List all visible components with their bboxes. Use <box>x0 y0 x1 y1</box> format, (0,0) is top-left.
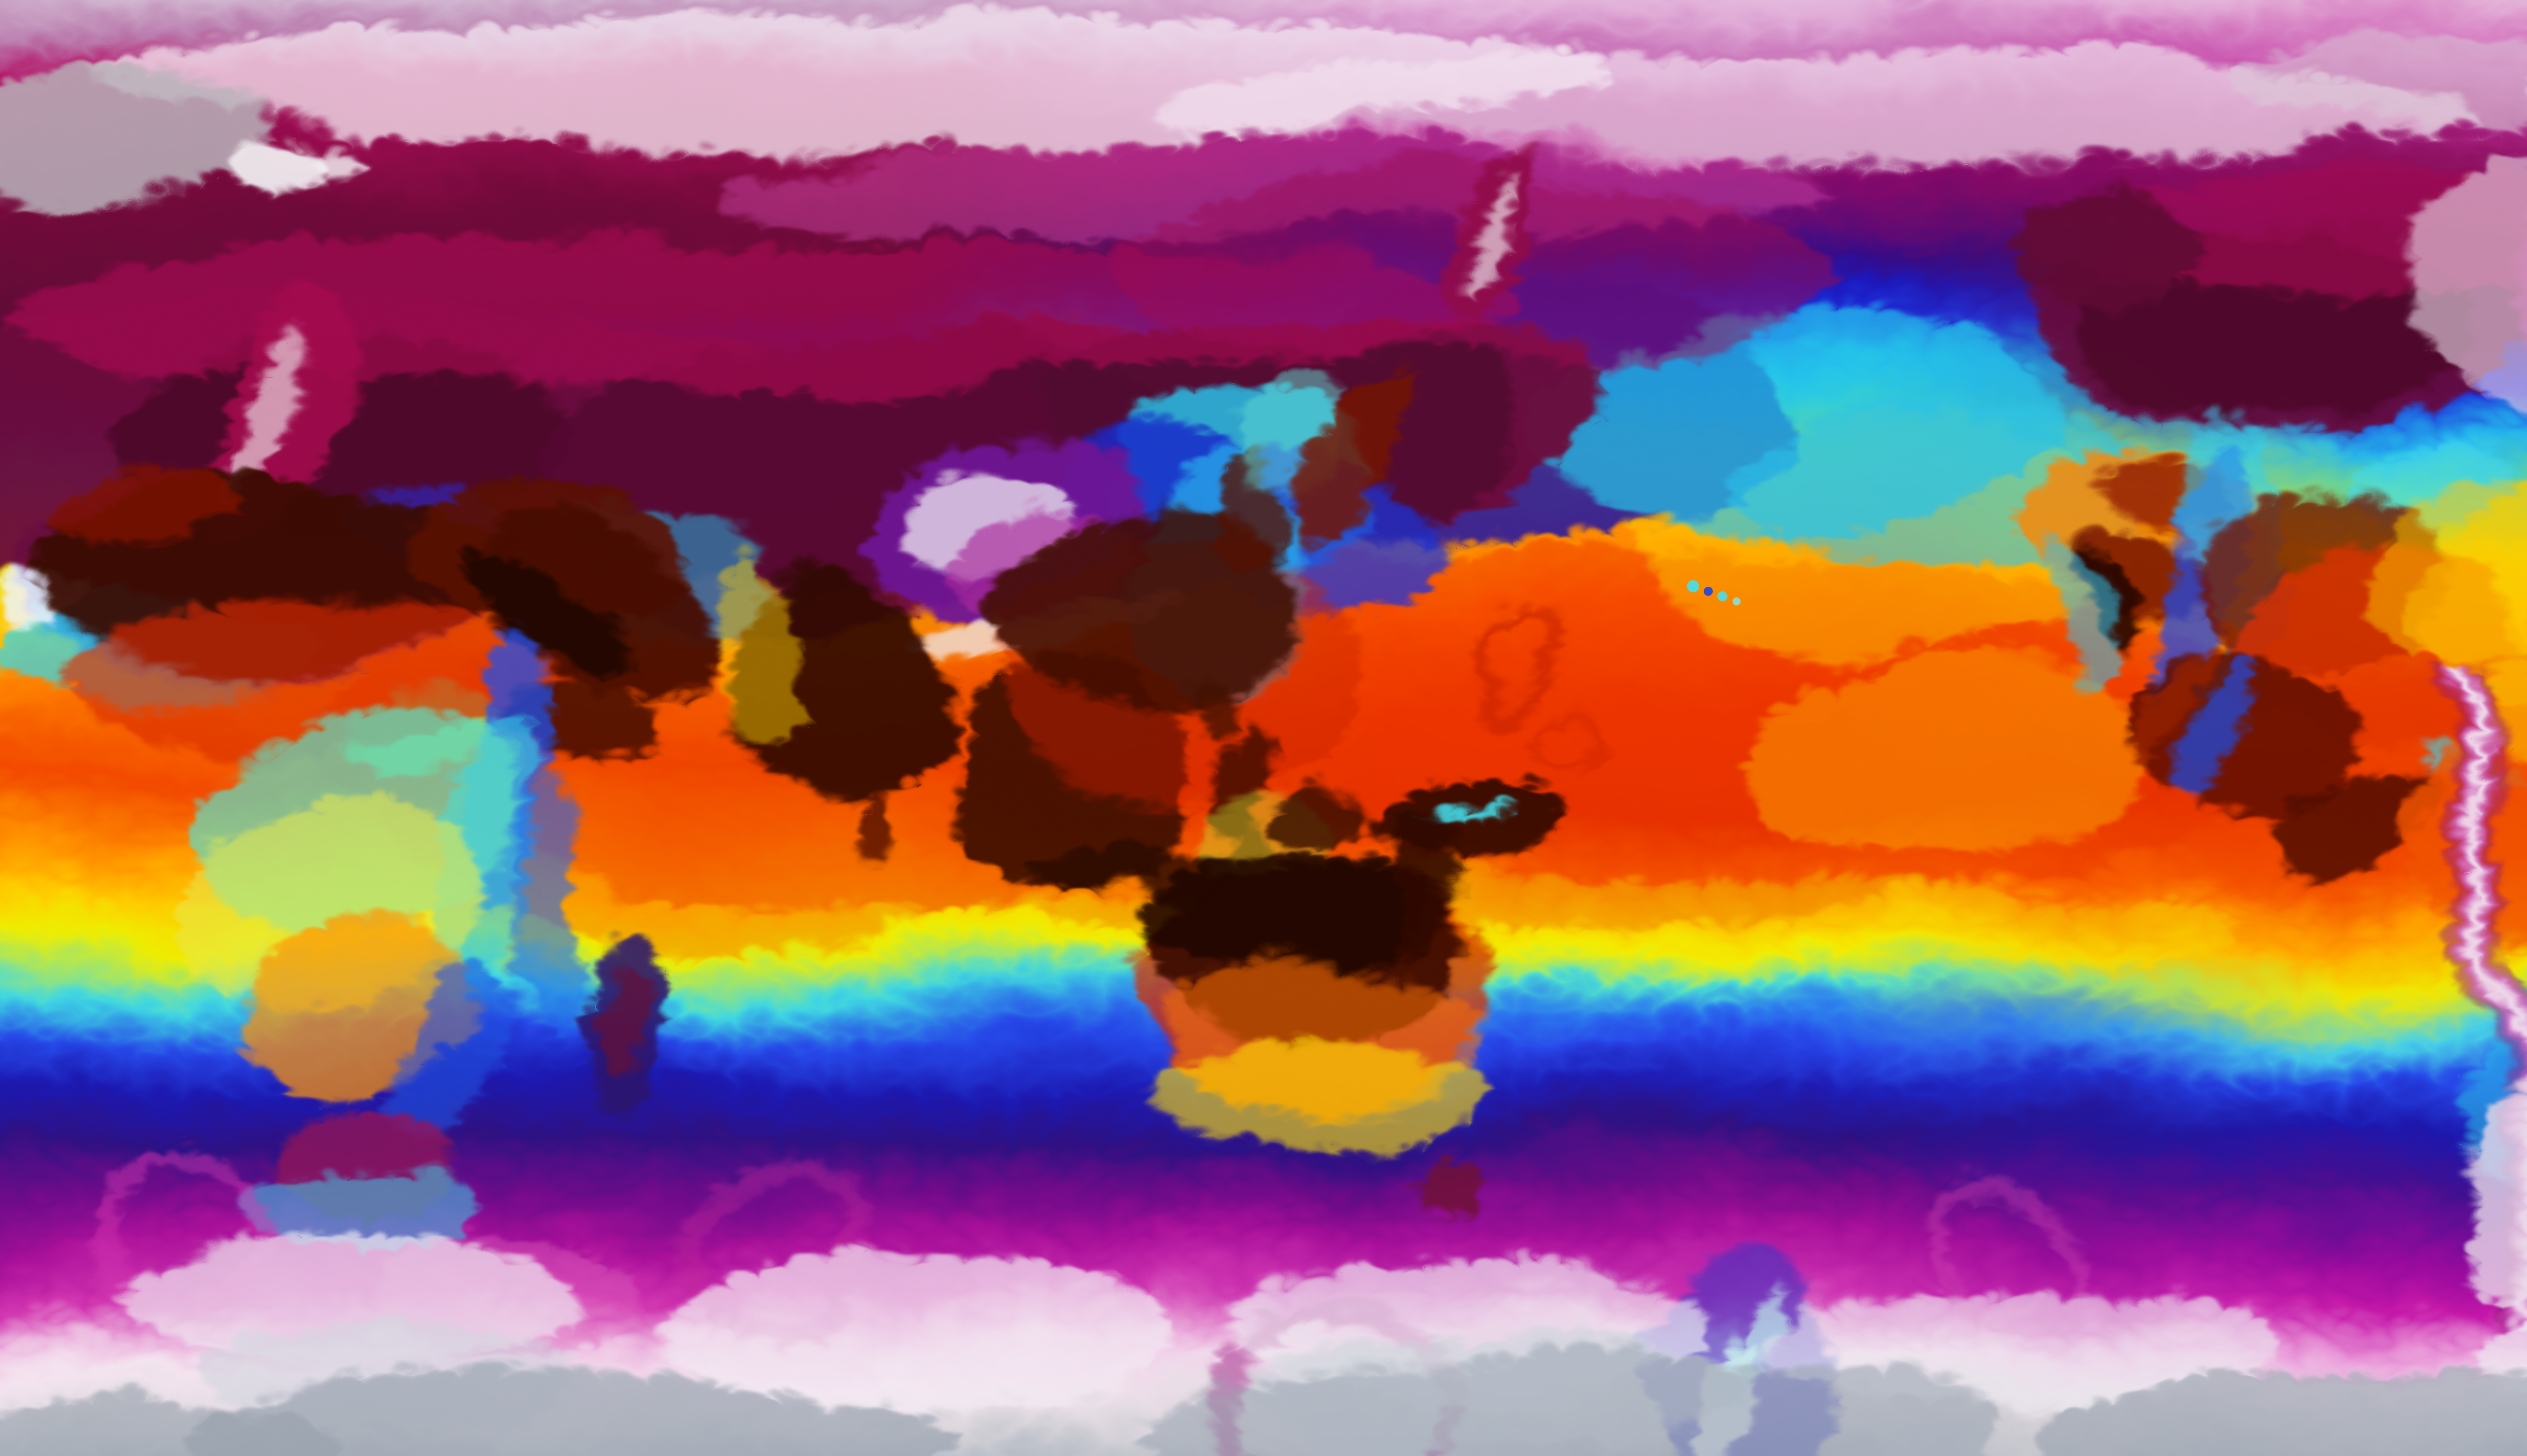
world-temperature-map <box>0 0 2527 1456</box>
temperature-map-stage <box>0 0 2527 1456</box>
texture-grain-overlay <box>0 0 2527 1456</box>
